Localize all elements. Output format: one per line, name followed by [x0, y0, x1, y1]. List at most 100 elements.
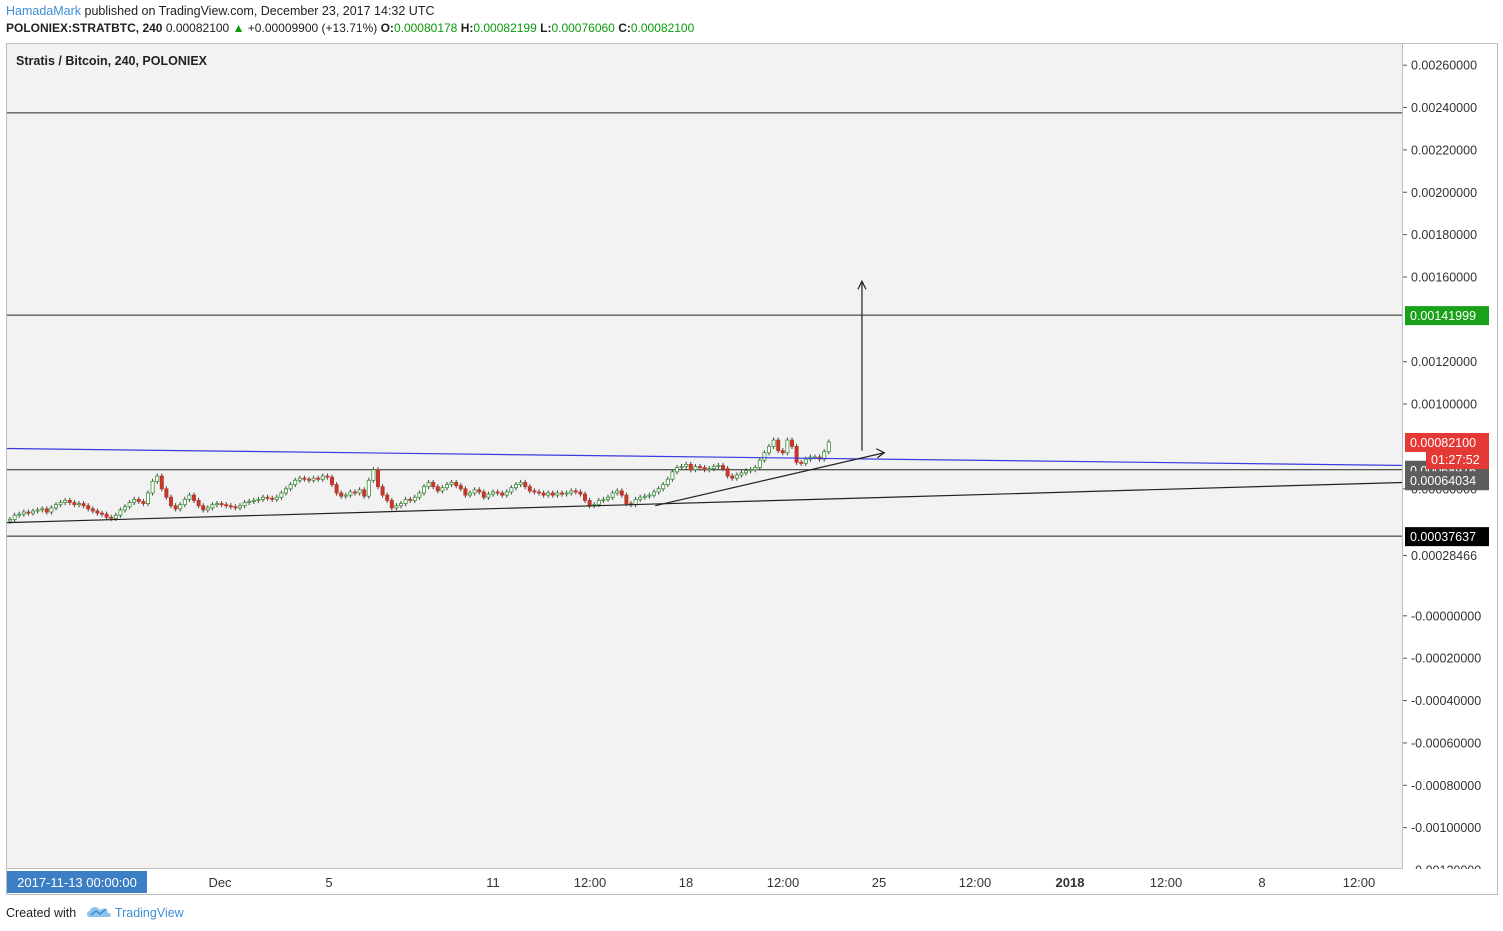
candle	[790, 439, 795, 447]
candle	[500, 492, 505, 496]
candle	[150, 480, 155, 494]
candle	[26, 511, 31, 514]
candle	[527, 486, 532, 492]
candle	[352, 491, 357, 494]
candle	[767, 446, 772, 454]
candle	[100, 512, 105, 515]
candle	[652, 491, 657, 496]
candle	[44, 508, 49, 513]
chart-title: Stratis / Bitcoin, 240, POLONIEX	[16, 54, 208, 68]
candle	[173, 505, 178, 510]
price-badge-3	[1405, 471, 1489, 491]
open-value: 0.00080178	[393, 21, 458, 35]
candle	[638, 496, 643, 500]
candle	[90, 508, 95, 512]
trend-line-short	[655, 452, 885, 507]
candle	[707, 468, 712, 471]
candle	[81, 503, 86, 507]
ohlc-line: POLONIEX:STRATBTC, 240 0.00082100 ▲ +0.0…	[6, 20, 694, 37]
price-tick-label: 0.00120000	[1411, 355, 1477, 369]
candle	[104, 513, 109, 518]
price-tick-label: -0.00020000	[1411, 652, 1481, 666]
candle	[610, 492, 615, 498]
time-tick-label: 12:00	[959, 875, 992, 890]
published-text: published on TradingView.com, December 2…	[84, 4, 435, 18]
price-badge-0	[1405, 306, 1489, 326]
candle	[444, 484, 449, 489]
time-tick-label: 11	[486, 875, 500, 890]
open-label: O:	[380, 21, 394, 35]
high-label: H:	[460, 21, 474, 35]
candle	[398, 503, 403, 507]
candle	[435, 486, 440, 492]
change-up-icon: ▲	[232, 21, 245, 35]
candle	[247, 501, 252, 503]
author-link[interactable]: HamadaMark	[6, 4, 82, 18]
candle	[803, 458, 808, 464]
price-badge-label-3: 0.00064034	[1410, 474, 1476, 488]
price-badge-4	[1405, 527, 1489, 547]
time-tick-label: 2018	[1056, 875, 1085, 890]
candle	[596, 500, 601, 506]
candle	[716, 465, 721, 467]
tradingview-link[interactable]: TradingView	[114, 906, 184, 920]
candle	[86, 505, 91, 510]
candle	[118, 509, 123, 516]
candle	[251, 500, 256, 502]
candle	[17, 513, 22, 516]
candle	[12, 514, 17, 520]
candle	[555, 492, 560, 496]
price-badge-label-0: 0.00141999	[1410, 309, 1476, 323]
publish-line: HamadaMark published on TradingView.com,…	[6, 3, 694, 20]
candle	[339, 492, 344, 497]
candle	[753, 467, 758, 471]
candle	[495, 491, 500, 494]
price-badge-label-1: 0.00082100	[1410, 436, 1476, 450]
price-tick-label: 0.00180000	[1411, 228, 1477, 242]
candle	[178, 504, 183, 510]
candle	[693, 466, 698, 471]
candle	[214, 503, 219, 506]
candle	[730, 475, 735, 479]
candle	[601, 498, 606, 501]
candle	[35, 509, 40, 512]
candle	[513, 484, 518, 489]
candle	[256, 498, 261, 501]
candle	[357, 489, 362, 494]
candle	[550, 492, 555, 496]
price-tick-label: 0.00240000	[1411, 101, 1477, 115]
price-tick-label: 0.00100000	[1411, 398, 1477, 412]
time-tick-label: Dec	[208, 875, 232, 890]
price-axis[interactable]: 0.00260000 0.00240000 0.00220000 0.00200000…	[1403, 43, 1498, 878]
candle	[72, 502, 77, 506]
candle	[587, 500, 592, 507]
candle	[394, 505, 399, 509]
time-tick-label: 5	[325, 875, 332, 890]
candle	[196, 500, 201, 507]
candle	[329, 476, 334, 485]
chart-pane[interactable]: Stratis / Bitcoin, 240, POLONIEX	[6, 43, 1403, 869]
candle	[380, 486, 385, 496]
candle	[385, 494, 390, 501]
candle	[95, 510, 100, 514]
price-tick-label: 0.00160000	[1411, 270, 1477, 284]
candle	[164, 488, 169, 498]
time-axis[interactable]: 2017-11-13 00:00:00 Dec 5 11 12:00 18 12:00 25 1…	[6, 869, 1498, 895]
candle	[619, 490, 624, 496]
price-plot[interactable]: Stratis / Bitcoin, 240, POLONIEX	[7, 44, 1403, 869]
candle	[702, 467, 707, 471]
candle	[739, 472, 744, 476]
created-with-text: Created with	[6, 906, 77, 920]
low-label: L:	[540, 21, 552, 35]
candle	[155, 475, 160, 482]
candle	[417, 492, 422, 498]
candle	[375, 469, 380, 488]
candle	[371, 469, 376, 481]
price-tick-label: -0.00100000	[1411, 821, 1481, 835]
candle	[463, 488, 468, 496]
price-tick-label: -0.00060000	[1411, 736, 1481, 750]
candle	[665, 478, 670, 485]
trend-line-lower	[7, 481, 1402, 524]
candle	[21, 511, 26, 515]
candle	[440, 487, 445, 492]
